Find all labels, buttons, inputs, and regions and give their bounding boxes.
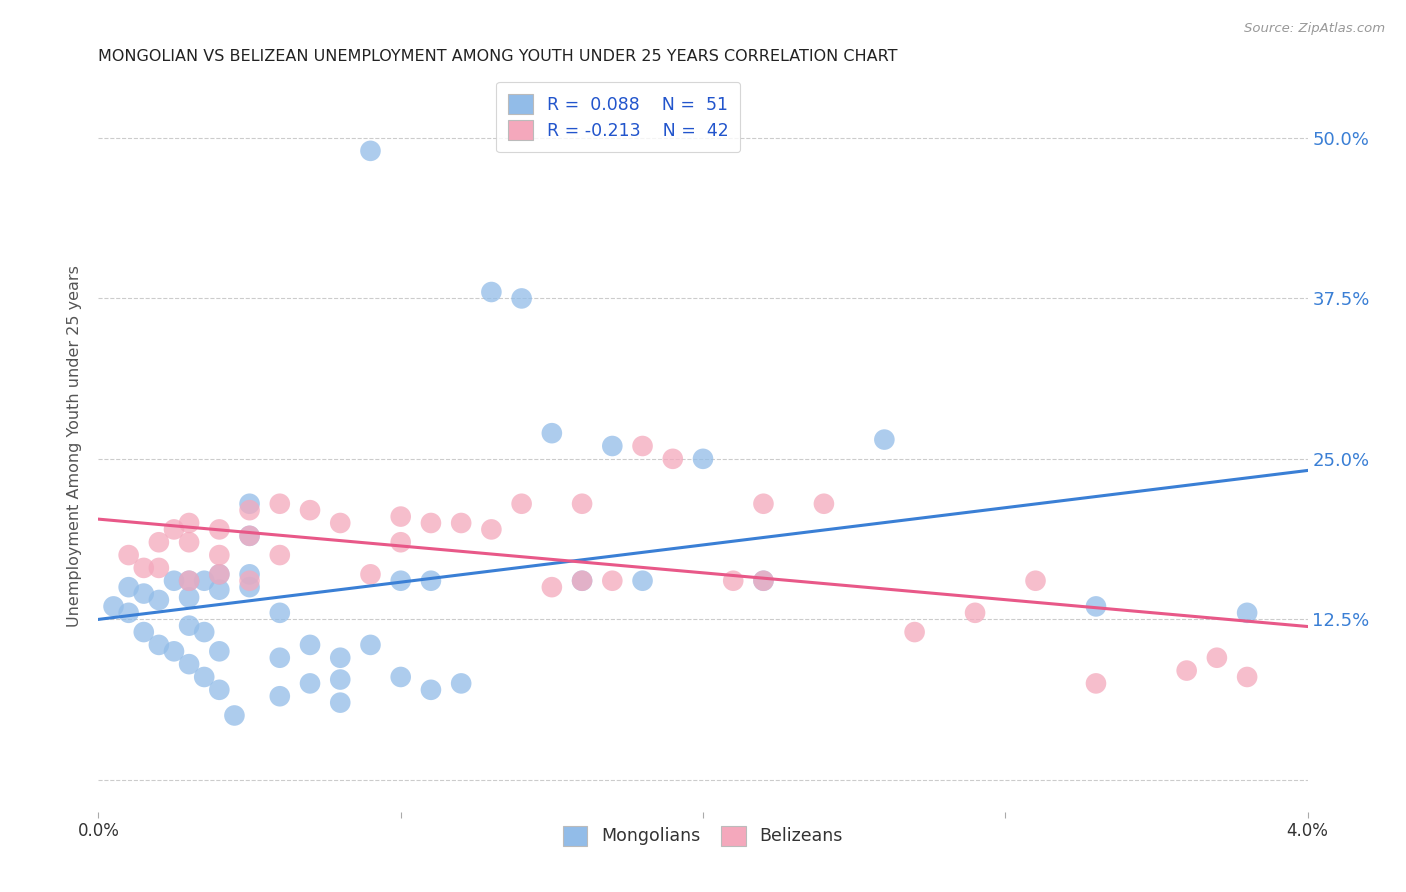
Point bbox=[118, 606, 141, 620]
Point bbox=[179, 591, 201, 605]
Point bbox=[510, 497, 533, 511]
Point bbox=[269, 548, 291, 562]
Point bbox=[148, 535, 170, 549]
Point bbox=[179, 618, 201, 632]
Point bbox=[239, 580, 262, 594]
Point bbox=[540, 426, 562, 441]
Point bbox=[148, 638, 170, 652]
Point bbox=[239, 503, 262, 517]
Point bbox=[329, 696, 352, 710]
Point bbox=[631, 574, 654, 588]
Point bbox=[239, 529, 262, 543]
Point bbox=[571, 497, 593, 511]
Point bbox=[193, 625, 215, 640]
Point bbox=[692, 451, 714, 466]
Point bbox=[299, 503, 322, 517]
Point bbox=[1236, 606, 1258, 620]
Point bbox=[239, 529, 262, 543]
Point bbox=[360, 638, 382, 652]
Point bbox=[118, 548, 141, 562]
Point bbox=[179, 657, 201, 672]
Point bbox=[208, 644, 231, 658]
Point bbox=[208, 682, 231, 697]
Point bbox=[965, 606, 987, 620]
Point bbox=[360, 144, 382, 158]
Point bbox=[450, 676, 472, 690]
Point bbox=[269, 690, 291, 704]
Point bbox=[389, 509, 412, 524]
Point bbox=[661, 451, 683, 466]
Point bbox=[389, 670, 412, 684]
Point bbox=[269, 497, 291, 511]
Point bbox=[148, 593, 170, 607]
Point bbox=[420, 574, 443, 588]
Point bbox=[329, 650, 352, 665]
Point bbox=[389, 574, 412, 588]
Point bbox=[163, 574, 186, 588]
Point bbox=[239, 567, 262, 582]
Point bbox=[208, 567, 231, 582]
Point bbox=[148, 561, 170, 575]
Point bbox=[360, 567, 382, 582]
Point bbox=[239, 497, 262, 511]
Point bbox=[329, 516, 352, 530]
Point bbox=[179, 516, 201, 530]
Legend: Mongolians, Belizeans: Mongolians, Belizeans bbox=[551, 814, 855, 858]
Point bbox=[420, 516, 443, 530]
Point bbox=[450, 516, 472, 530]
Point bbox=[179, 535, 201, 549]
Point bbox=[420, 682, 443, 697]
Point bbox=[208, 523, 231, 537]
Point bbox=[193, 670, 215, 684]
Point bbox=[602, 574, 624, 588]
Point bbox=[299, 676, 322, 690]
Point bbox=[904, 625, 927, 640]
Point bbox=[752, 574, 775, 588]
Point bbox=[208, 567, 231, 582]
Point bbox=[163, 644, 186, 658]
Point bbox=[179, 574, 201, 588]
Point bbox=[571, 574, 593, 588]
Point bbox=[1206, 650, 1229, 665]
Point bbox=[132, 625, 155, 640]
Point bbox=[813, 497, 835, 511]
Point bbox=[132, 561, 155, 575]
Point bbox=[163, 523, 186, 537]
Point bbox=[510, 292, 533, 306]
Point bbox=[1175, 664, 1198, 678]
Point bbox=[239, 574, 262, 588]
Point bbox=[132, 586, 155, 600]
Point bbox=[269, 650, 291, 665]
Text: Source: ZipAtlas.com: Source: ZipAtlas.com bbox=[1244, 22, 1385, 36]
Point bbox=[269, 606, 291, 620]
Point bbox=[752, 497, 775, 511]
Point bbox=[571, 574, 593, 588]
Point bbox=[103, 599, 125, 614]
Point bbox=[1085, 676, 1108, 690]
Point bbox=[873, 433, 896, 447]
Point bbox=[389, 535, 412, 549]
Point bbox=[299, 638, 322, 652]
Text: MONGOLIAN VS BELIZEAN UNEMPLOYMENT AMONG YOUTH UNDER 25 YEARS CORRELATION CHART: MONGOLIAN VS BELIZEAN UNEMPLOYMENT AMONG… bbox=[98, 49, 898, 64]
Point bbox=[481, 285, 503, 299]
Point bbox=[631, 439, 654, 453]
Point bbox=[723, 574, 745, 588]
Point bbox=[752, 574, 775, 588]
Point bbox=[208, 548, 231, 562]
Point bbox=[208, 582, 231, 597]
Point bbox=[118, 580, 141, 594]
Point bbox=[1085, 599, 1108, 614]
Point bbox=[602, 439, 624, 453]
Point bbox=[224, 708, 246, 723]
Point bbox=[540, 580, 562, 594]
Y-axis label: Unemployment Among Youth under 25 years: Unemployment Among Youth under 25 years bbox=[67, 265, 83, 627]
Point bbox=[329, 673, 352, 687]
Point bbox=[1025, 574, 1047, 588]
Point bbox=[179, 574, 201, 588]
Point bbox=[481, 523, 503, 537]
Point bbox=[1236, 670, 1258, 684]
Point bbox=[193, 574, 215, 588]
